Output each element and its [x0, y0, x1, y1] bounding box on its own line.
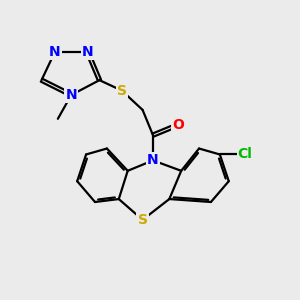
Text: O: O	[172, 118, 184, 132]
Text: S: S	[138, 213, 148, 227]
Text: S: S	[117, 84, 127, 98]
Text: N: N	[65, 88, 77, 102]
Text: N: N	[82, 45, 93, 59]
Text: N: N	[147, 153, 159, 167]
Text: Cl: Cl	[238, 148, 253, 161]
Text: N: N	[49, 45, 61, 59]
